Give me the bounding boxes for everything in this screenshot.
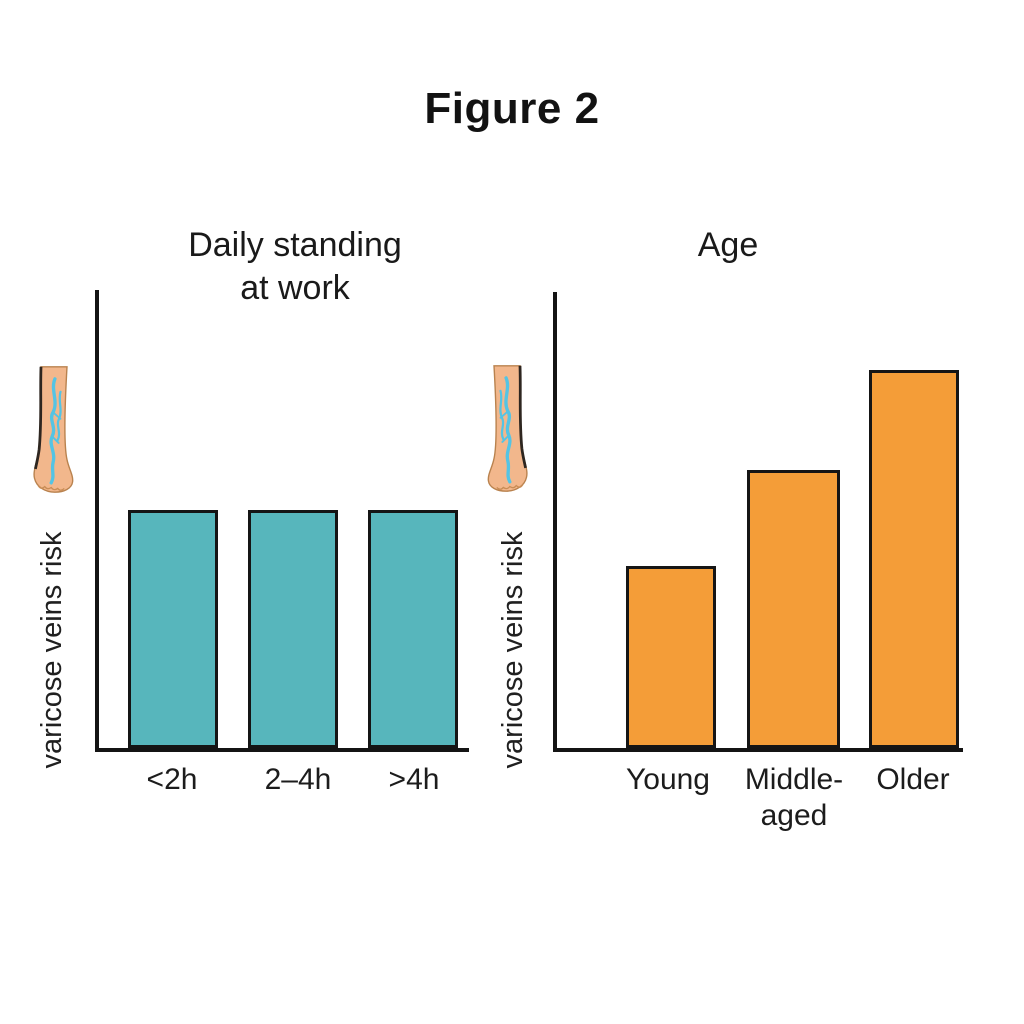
varicose-leg-icon [487, 365, 528, 492]
bar-standing-gt4h [368, 509, 458, 748]
tick-label-2-4h: 2–4h [264, 763, 332, 796]
chart-age-y-axis [553, 292, 557, 752]
chart-age-plot [553, 292, 963, 752]
varicose-leg-icon [33, 366, 74, 493]
chart-standing-title-line1: Daily standing [188, 226, 402, 264]
chart-standing-title-line2: at work [240, 268, 350, 307]
bar-standing-2-4h [248, 509, 338, 748]
chart-age-x-axis [553, 748, 963, 752]
tick-label-lt2h: <2h [146, 763, 198, 796]
bar-age-young [626, 565, 716, 748]
bar-standing-lt2h [128, 509, 218, 748]
tick-label-young: Young [626, 763, 710, 796]
chart-standing-x-axis [95, 748, 469, 752]
chart-standing-title: Daily standing at work [145, 224, 445, 310]
tick-label-middle-aged: Middle-aged [744, 763, 844, 832]
chart-standing-plot [95, 290, 469, 752]
bar-age-older [869, 369, 959, 748]
figure-title: Figure 2 [424, 84, 600, 133]
chart-standing-y-axis [95, 290, 99, 752]
tick-label-older: Older [876, 763, 950, 796]
bar-age-middle-aged [747, 469, 840, 748]
tick-label-gt4h: >4h [388, 763, 440, 796]
chart-age-ylabel: varicose veins risk [497, 531, 529, 769]
chart-standing-ylabel: varicose veins risk [36, 531, 68, 769]
chart-age-title: Age [578, 224, 878, 267]
chart-age-title-line1: Age [697, 226, 759, 264]
